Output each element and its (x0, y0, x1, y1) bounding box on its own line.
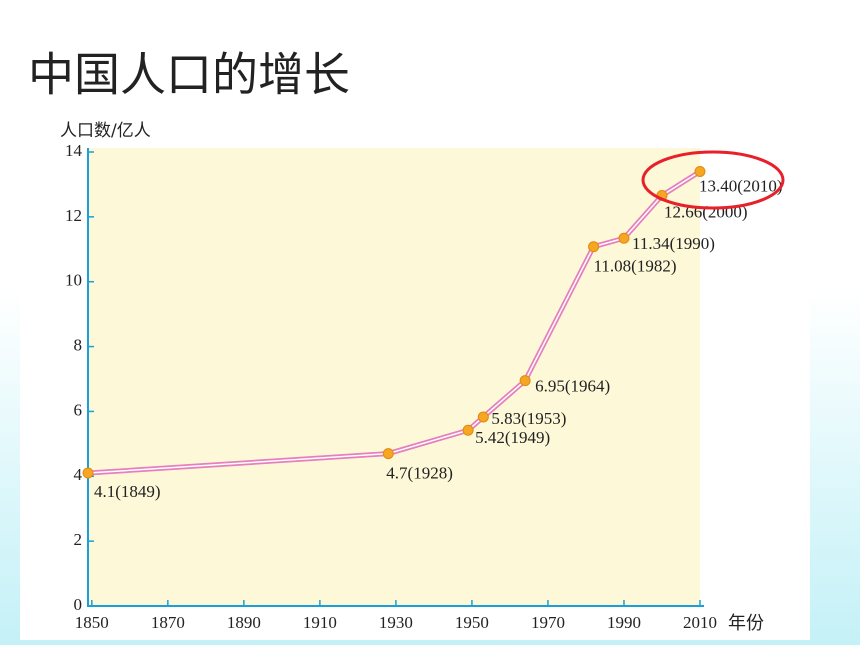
x-tick-label: 1910 (303, 613, 337, 632)
point (382, 448, 394, 460)
x-tick-label: 1930 (379, 613, 413, 632)
value-label: 6.95(1964) (535, 377, 610, 396)
value-label: 11.34(1990) (632, 234, 715, 253)
plot-area (88, 148, 700, 606)
value-label: 5.42(1949) (475, 428, 550, 447)
value-label: 4.1(1849) (94, 482, 161, 501)
value-label: 11.08(1982) (594, 257, 677, 276)
point (618, 232, 630, 244)
point (519, 375, 531, 387)
x-tick-label: 1990 (607, 613, 641, 632)
x-axis-label: 年份 (728, 613, 764, 634)
y-tick-label: 2 (74, 530, 83, 549)
x-tick-label: 1850 (75, 613, 109, 632)
point (477, 411, 489, 423)
point (694, 165, 706, 177)
y-tick-label: 12 (65, 206, 82, 225)
point (588, 241, 600, 253)
plot: 0 2 4 6 8 10 12 14 1850 1870 1890 1910 1930 1950 1970 1… (65, 141, 783, 632)
point (82, 467, 94, 479)
slide-title: 中国人口的增长 (28, 48, 350, 102)
x-tick-label: 1950 (455, 613, 489, 632)
value-label: 13.40(2010) (699, 176, 783, 195)
highlight-ellipse (641, 150, 785, 210)
y-tick-label: 4 (74, 465, 83, 484)
y-tick-label: 14 (65, 141, 83, 160)
y-tick-label: 10 (65, 271, 82, 290)
value-label: 4.7(1928) (386, 463, 453, 482)
y-tick-label: 0 (74, 595, 83, 614)
y-axis-label: 人口数/亿人 (60, 121, 151, 141)
x-tick-label: 2010 (683, 613, 717, 632)
value-label: 5.83(1953) (491, 409, 566, 428)
x-tick-label: 1870 (151, 613, 185, 632)
point (462, 424, 474, 436)
x-tick-label: 1970 (531, 613, 565, 632)
y-tick-label: 6 (74, 400, 83, 419)
x-tick-label: 1890 (227, 613, 261, 632)
y-tick-label: 8 (74, 335, 83, 354)
